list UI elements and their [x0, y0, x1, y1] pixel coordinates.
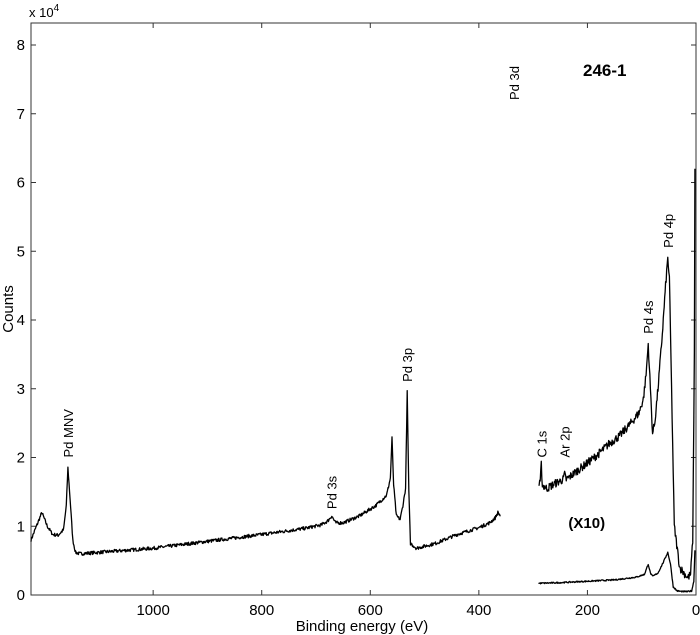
x-tick-label: 200 — [575, 602, 600, 619]
plot-area-border — [30, 22, 697, 596]
chart-title: 246-1 — [583, 61, 626, 80]
spectrum-line-0 — [30, 389, 501, 556]
y-tick-label: 5 — [17, 243, 25, 260]
y-tick-label: 3 — [17, 381, 25, 398]
y-axis-label: Counts — [0, 285, 17, 333]
y-tick-label: 0 — [17, 587, 25, 604]
y-multiplier-label: x 104 — [29, 3, 60, 20]
y-tick-label: 2 — [17, 450, 25, 467]
x-tick-label: 0 — [692, 602, 700, 619]
spectrum-series — [30, 168, 696, 593]
x-tick-label: 800 — [249, 602, 274, 619]
y-axis-ticks: 0 1 2 3 4 5 6 7 8 — [17, 37, 696, 604]
peak-label: Pd 3p — [400, 348, 415, 382]
spectrum-line-2 — [538, 550, 696, 593]
peak-label: Pd 4s — [641, 300, 656, 334]
peak-label: Pd 4p — [661, 214, 676, 248]
peak-label: Pd 3d — [507, 66, 522, 100]
y-tick-label: 8 — [17, 37, 25, 54]
x-axis-ticks: 1000 800 600 400 200 0 — [136, 23, 700, 619]
peak-label: Pd MNV — [61, 409, 76, 458]
y-tick-label: 7 — [17, 106, 25, 123]
y-tick-label: 4 — [17, 312, 25, 329]
peak-label: Pd 3s — [325, 475, 340, 509]
scale-factor-label: (X10) — [568, 515, 605, 532]
plot-frame — [30, 22, 697, 596]
peak-label: C 1s — [534, 430, 549, 457]
x-tick-label: 1000 — [136, 602, 169, 619]
x-tick-label: 400 — [466, 602, 491, 619]
peak-annotations: Pd MNV Pd 3s Pd 3p Pd 3d C 1s Ar 2p Pd 4s Pd 4p… — [61, 61, 676, 532]
x-axis-label: Binding energy (eV) — [296, 618, 429, 635]
y-tick-label: 1 — [17, 518, 25, 535]
x-tick-label: 600 — [358, 602, 383, 619]
spectrum-line-1 — [538, 168, 696, 580]
peak-label: Ar 2p — [558, 426, 573, 457]
y-tick-label: 6 — [17, 175, 25, 192]
